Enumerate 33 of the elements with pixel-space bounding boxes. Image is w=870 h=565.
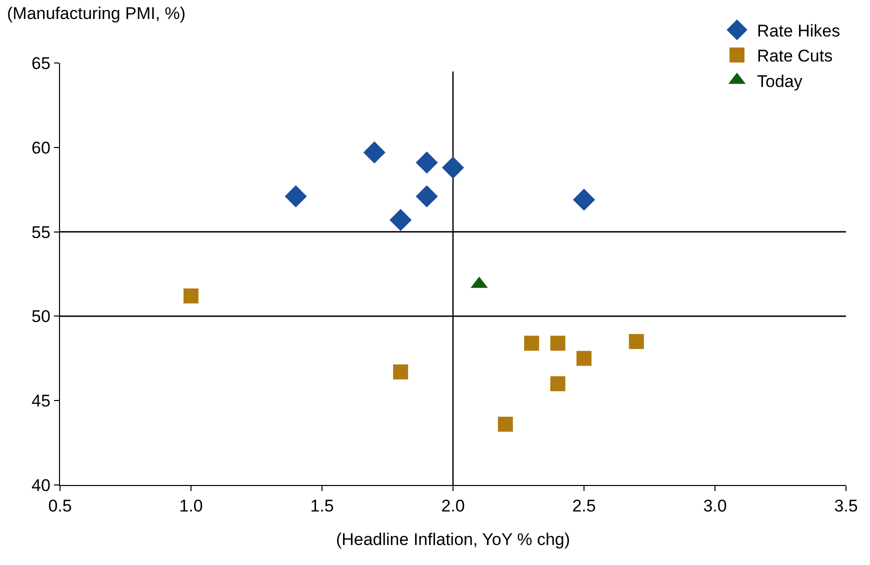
x-axis-title: (Headline Inflation, YoY % chg) [336,530,570,549]
y-tick-label: 50 [32,307,50,326]
point [363,141,386,164]
x-tick-label: 1.0 [179,496,203,516]
point [416,185,438,208]
point [442,156,464,179]
legend-label: Rate Cuts [757,46,833,66]
point [498,416,513,432]
point [550,336,566,351]
legend-label: Rate Hikes [757,22,840,41]
x-tick-label: 0.5 [48,496,72,516]
y-tick-label: 60 [32,138,50,158]
point [550,376,566,392]
y-tick-label: 65 [32,54,50,73]
x-tick-label: 3.5 [834,496,858,516]
x-tick-label: 2.5 [572,496,596,516]
point [628,334,644,350]
y-axis-title: (Manufacturing PMI, %) [7,4,186,23]
y-tick-label: 40 [32,476,50,495]
point [576,350,592,366]
x-tick-label: 2.0 [441,496,465,516]
x-tick-label: 3.0 [703,496,727,516]
point [416,152,438,174]
y-tick-label: 55 [32,222,50,242]
legend-label: Today [757,72,803,91]
point [572,188,596,211]
point [524,336,540,351]
x-tick-label: 1.5 [310,496,334,516]
point [393,364,408,380]
point [390,208,412,232]
point [284,185,307,208]
y-tick-label: 45 [32,392,50,411]
point [184,288,198,304]
